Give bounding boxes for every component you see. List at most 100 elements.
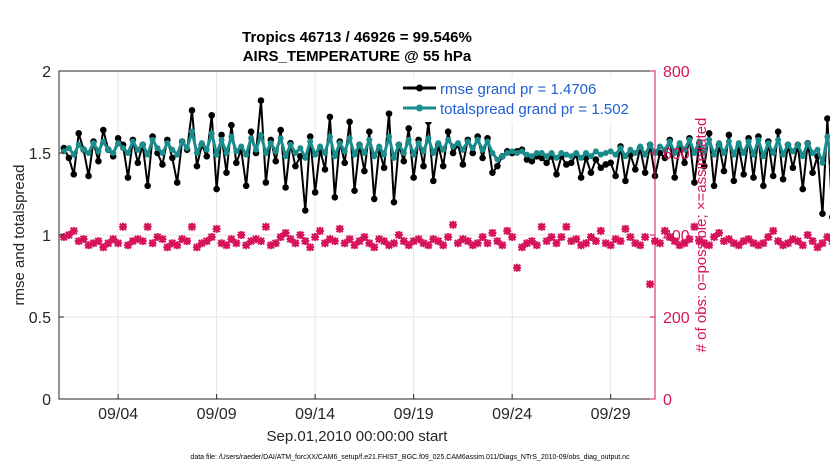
- rmse-point: [740, 171, 747, 178]
- legend-spread-marker: [416, 104, 423, 112]
- obs-assimilated-marker: [163, 243, 172, 252]
- rmse-point: [750, 174, 757, 181]
- rmse-point: [489, 169, 496, 176]
- x-tick-label: 09/09: [197, 406, 237, 423]
- totalspread-point: [469, 145, 476, 152]
- totalspread-point: [257, 131, 264, 138]
- obs-assimilated-marker: [261, 222, 270, 231]
- obs-assimilated-marker: [596, 226, 605, 235]
- totalspread-point: [248, 135, 255, 142]
- line-series: [60, 97, 830, 220]
- obs-assimilated-marker: [266, 241, 275, 250]
- totalspread-point: [770, 150, 777, 156]
- obs-assimilated-marker: [350, 241, 359, 250]
- obs-assimilated-marker: [700, 239, 709, 248]
- obs-assimilated-marker: [449, 220, 458, 229]
- obs-possible-marker: [553, 240, 560, 247]
- totalspread-point: [110, 150, 117, 156]
- totalspread-point: [528, 153, 535, 160]
- rmse-point: [779, 175, 787, 183]
- obs-assimilated-marker: [734, 241, 743, 250]
- rmse-point: [587, 169, 595, 176]
- obs-possible-marker: [208, 233, 215, 241]
- rmse-point: [361, 167, 368, 175]
- x-tick-label: 09/29: [591, 406, 631, 423]
- totalspread-point: [154, 145, 161, 152]
- obs-assimilated-marker: [296, 231, 305, 239]
- obs-possible-marker: [484, 240, 491, 247]
- rmse-point: [168, 154, 176, 162]
- obs-possible-marker: [243, 242, 250, 249]
- rmse-point: [257, 97, 265, 104]
- obs-assimilated-marker: [148, 239, 157, 248]
- obs-possible-marker: [592, 238, 599, 245]
- obs-possible-marker: [124, 242, 132, 249]
- obs-possible-marker: [489, 229, 496, 237]
- obs-possible-marker: [681, 240, 688, 247]
- obs-assimilated-marker: [232, 239, 241, 248]
- obs-assimilated-marker: [715, 228, 724, 237]
- totalspread-point: [445, 136, 452, 143]
- rmse-point: [567, 159, 575, 167]
- obs-possible-marker: [371, 244, 378, 251]
- obs-possible-marker: [597, 227, 604, 234]
- rmse-point: [760, 182, 767, 190]
- obs-possible-marker: [420, 240, 427, 247]
- obs-assimilated-marker: [212, 224, 221, 233]
- obs-possible-marker: [715, 229, 723, 237]
- totalspread-point: [824, 133, 830, 140]
- totalspread-point: [504, 150, 511, 156]
- totalspread-point: [75, 141, 82, 148]
- totalspread-point: [533, 150, 540, 156]
- rmse-point: [538, 154, 546, 162]
- obs-possible-marker: [90, 240, 97, 247]
- totalspread-point: [765, 140, 772, 147]
- totalspread-point: [139, 141, 146, 148]
- totalspread-point: [814, 146, 821, 153]
- obs-assimilated-marker: [94, 237, 103, 246]
- totalspread-point: [198, 140, 205, 147]
- legend-box: [398, 78, 650, 122]
- obs-possible-marker: [745, 236, 752, 243]
- obs-assimilated-marker: [202, 237, 211, 246]
- totalspread-point: [184, 145, 191, 152]
- legend-spread-label: totalspread grand pr = 1.502: [440, 101, 629, 118]
- obs-assimilated-marker: [311, 233, 320, 242]
- obs-possible-marker: [474, 240, 481, 247]
- totalspread-point: [494, 156, 501, 163]
- obs-possible-marker: [612, 236, 619, 243]
- obs-possible-marker: [169, 240, 176, 247]
- obs-assimilated-marker: [320, 239, 329, 248]
- obs-assimilated-marker: [532, 241, 541, 250]
- obs-possible-marker: [440, 242, 447, 249]
- obs-possible-marker: [65, 231, 72, 239]
- rmse-point: [213, 185, 220, 193]
- obs-assimilated-marker: [123, 241, 132, 250]
- totalspread-point: [514, 150, 521, 156]
- obs-assimilated-marker: [109, 235, 118, 244]
- obs-possible-marker: [656, 240, 664, 247]
- totalspread-point: [435, 140, 442, 147]
- obs-possible-marker: [725, 236, 732, 243]
- obs-possible-marker: [784, 240, 792, 247]
- obs-possible-marker: [454, 240, 462, 247]
- rmse-point: [208, 111, 215, 119]
- obs-possible-marker: [267, 242, 274, 249]
- obs-assimilated-marker: [217, 239, 226, 248]
- obs-possible-marker: [449, 221, 457, 228]
- obs-assimilated-marker: [473, 239, 482, 248]
- obs-possible-marker: [558, 233, 565, 241]
- totalspread-point: [568, 153, 575, 160]
- obs-assimilated-marker: [463, 237, 472, 246]
- rmse-point: [405, 125, 413, 132]
- rmse-point: [597, 164, 605, 172]
- obs-possible-marker: [198, 240, 205, 247]
- rmse-point: [173, 179, 181, 186]
- totalspread-point: [80, 146, 87, 153]
- obs-assimilated-marker: [621, 224, 630, 233]
- rmse-point: [671, 174, 679, 181]
- obs-assimilated-marker: [788, 235, 797, 244]
- rmse-point: [218, 131, 225, 139]
- totalspread-point: [336, 140, 343, 147]
- totalspread-point: [346, 135, 353, 142]
